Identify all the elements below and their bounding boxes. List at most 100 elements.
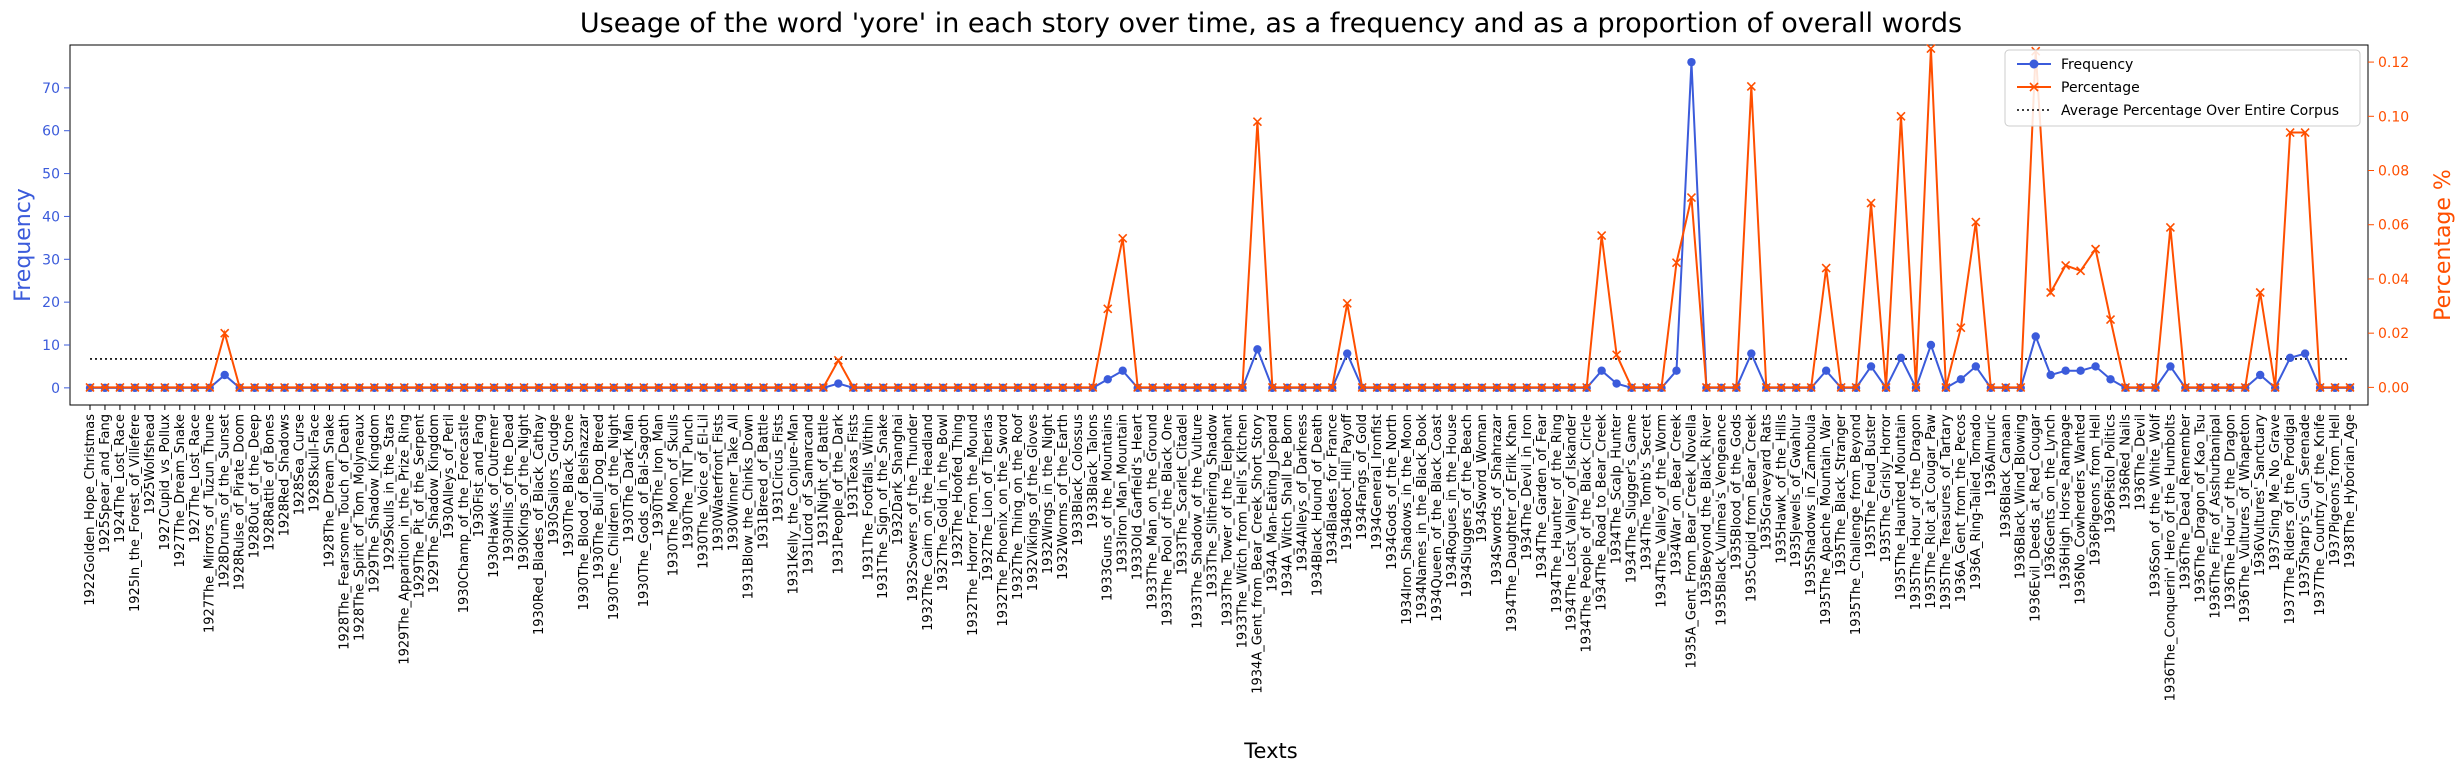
x-tick-label: 1933The_Scarlet_Citadel [1176,414,1191,575]
frequency-point [1926,340,1936,350]
x-tick-label: 1931Blow_the_Chinks_Down [742,414,757,599]
percentage-point [878,382,888,392]
x-tick-label: 1934Alleys_of_Darkness [1295,414,1310,572]
percentage-point [1656,382,1667,392]
percentage-point [1148,382,1158,392]
x-tick-label: 1936High_Horse_Rampage [2059,414,2074,590]
percentage-point [1163,382,1173,392]
frequency-point [1343,349,1352,358]
x-tick-label: 1934The_Slugger's_Game [1625,414,1640,583]
legend: Frequency Percentage Average Percentage Ov… [2004,49,2361,127]
percentage-point [309,382,320,392]
x-tick-label: 1934A_Witch_Shall_be_Born [1280,414,1295,597]
x-tick-label: 1935Shadows_in_Zamboula [1804,414,1819,596]
x-tick-label: 1934Boot_Hill_Payoff [1340,413,1355,550]
x-tick-label: 1934The_Tomb's_Secret [1640,414,1655,571]
x-tick-label: 1930Kings_of_the_Night [517,414,532,571]
x-tick-label: 1922Golden_Hope_Christmas [83,414,98,606]
x-tick-label: 1935A_Gent_From_Bear_Creek_Novella [1684,414,1699,669]
x-tick-label: 1936Black_Wind_Blowing [2014,414,2029,579]
percentage-point [100,382,110,392]
percentage-point [1806,382,1816,392]
x-tick-label: 1930The_Gods_of_Bal-Sagoth [637,414,652,607]
percentage-point [758,382,769,392]
right-tick-label: 0.02 [2378,326,2409,342]
percentage-point [1118,233,1128,243]
x-tick-label: 1936Black_Canaan [1999,414,2014,538]
x-tick-label: 1938The_Hyborian_Age [2343,414,2358,568]
percentage-point [803,382,813,392]
x-tick-label: 1930The_Black_Stone [562,414,577,557]
percentage-point [1447,382,1457,392]
x-tick-label: 1930Fist_and_Fang [472,414,487,537]
frequency-point [1118,366,1127,375]
x-tick-label: 1932The_Cairn_on_the_Headland [921,414,936,631]
percentage-point [2240,382,2250,392]
legend-label: Frequency [2061,57,2133,73]
percentage-point [2090,244,2101,254]
frequency-point [2106,375,2115,384]
percentage-point [1567,382,1577,392]
frequency-point [2046,370,2055,380]
legend-swatch-x [2029,82,2039,92]
y-axis-label-right: Percentage % [2431,169,2456,321]
legend-label: Average Percentage Over Entire Corpus [2061,103,2339,119]
percentage-point [564,382,574,392]
percentage-point [1941,382,1951,392]
x-tick-label: 1931Texas_Fists [846,414,861,519]
x-tick-label: 1936The_Dragon_of_Kao_Tsu [2193,414,2208,603]
x-tick-label: 1937Sharp's_Gun_Serenade [2298,414,2313,597]
left-tick-label: 70 [42,81,60,97]
left-axis: 0 10 20 30 40 50 60 70 [42,81,70,397]
percentage-point [2120,382,2131,392]
percentage-point [654,382,664,392]
x-tick-label: 1936Red_Nails [2118,414,2133,510]
x-tick-label: 1933Iron_Man_Mountain [1116,414,1131,573]
x-tick-label: 1934The_Daughter_of_Erlik_Khan [1505,414,1520,632]
percentage-point [1462,382,1472,392]
x-tick-label: 1931People_of_the_Dark [831,414,846,575]
frequency-point [2076,366,2085,375]
x-tick-label: 1934Queen_of_the_Black_Coast [1430,414,1445,622]
x-tick-label: 1925In_the_Forest_of_Villefere [128,414,143,612]
x-tick-label: 1935The_Treasures_of_Tartary [1939,414,1954,611]
x-tick-label: 1925Spear_and_Fang [98,414,113,553]
x-tick-label: 1929The_Apparition_in_the_Prize_Ring [397,414,412,665]
x-tick-label: 1935The_Riot_at_Cougar_Paw [1924,414,1939,609]
percentage-point [190,382,200,392]
x-tick-label: 1935The_Feud_Buster [1864,413,1879,558]
x-tick-label: 1936The_Hour_of_the_Dragon [2223,414,2238,610]
frequency-point [2061,366,2070,375]
x-tick-label: 1937The_Riders_of_the_Prodigal [2283,414,2298,624]
x-tick-label: 1933The_Shadow_of_the_Vulture [1191,414,1206,629]
percentage-point [1776,382,1786,392]
x-tick-label: 1927The_Lost_Race [188,414,203,543]
right-tick-label: 0.04 [2378,272,2409,288]
percentage-point [639,382,649,392]
y-axis-label-left: Frequency [11,188,36,302]
x-tick-label: 1933The_Witch_from_Hell's_Kitchen [1235,414,1250,648]
right-tick-label: 0.10 [2378,109,2409,125]
x-tick-label: 1930The_Bull_Dog_Breed [592,414,607,580]
x-tick-label: 1935The_Haunted_Mountain [1894,414,1909,600]
x-tick-label: 1930The_Iron_Man [652,414,667,537]
x-tick-label: 1928Drums_of_the_Sunset [218,414,233,588]
percentage-point [609,382,619,392]
frequency-point [1672,366,1681,375]
right-tick-label: 0.12 [2378,55,2409,71]
percentage-point [145,382,155,392]
x-tick-label: 1930Hills_of_the_Dead [502,414,517,562]
percentage-line [90,48,2350,389]
percentage-point [594,382,604,392]
x-tick-label: 1932The_Thing_on_the_Roof [1011,414,1026,600]
percentage-point [1821,263,1831,273]
percentage-point [729,382,739,392]
x-tick-label: 1934The_Haunter_of_the_Ring [1550,414,1565,613]
x-tick-label: 1937Pigeons_from_Hell [2328,414,2343,566]
x-tick-label: 1932Worms_of_the_Earth [1056,414,1071,580]
frequency-point [1896,353,1906,363]
x-tick-label: 1932Vikings_of_the_Gloves [1026,414,1041,591]
x-tick-label: 1931The_Sign_of_the_Snake [876,414,891,599]
percentage-point [1552,382,1562,392]
x-tick-label: 1930Winner_Take_All [727,414,742,551]
